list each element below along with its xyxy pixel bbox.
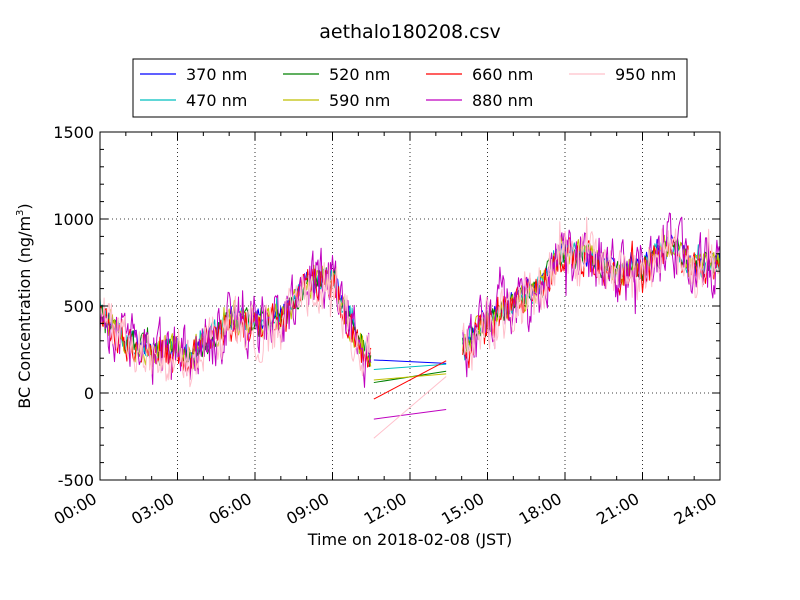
y-axis-label: BC Concentration (ng/m3) [15,203,34,408]
gap-segment [373,360,447,400]
legend-label: 520 nm [329,65,390,84]
gap-segment [373,359,447,364]
legend-label: 470 nm [186,91,247,110]
y-tick-label: 1500 [53,123,94,142]
legend-label: 370 nm [186,65,247,84]
legend-label: 660 nm [472,65,533,84]
x-axis-label: Time on 2018-02-08 (JST) [307,530,512,549]
series-layer [99,212,721,439]
y-axis-label-superscript: 3 [15,210,26,216]
legend-label: 880 nm [472,91,533,110]
gap-segment [373,363,447,371]
legend-frame [132,58,688,118]
gap-segment [373,376,447,439]
y-tick-label: 0 [84,384,94,403]
series-line [99,216,721,388]
y-tick-label: 1000 [53,210,94,229]
y-tick-label: 500 [63,297,94,316]
y-axis-label-end: ) [15,203,34,209]
y-axis-label-main: BC Concentration (ng/m [15,216,34,409]
gap-segment [373,373,447,381]
legend-label: 590 nm [329,91,390,110]
legend-label: 950 nm [615,65,676,84]
gap-segment [373,409,447,420]
gridlines [100,132,720,480]
y-tick-label: -500 [58,471,94,490]
legend: 370 nm 470 nm 520 nm 590 nm 660 nm 880 nm 950 … [132,58,688,118]
chart-title: aethalo180208.csv [319,21,501,43]
